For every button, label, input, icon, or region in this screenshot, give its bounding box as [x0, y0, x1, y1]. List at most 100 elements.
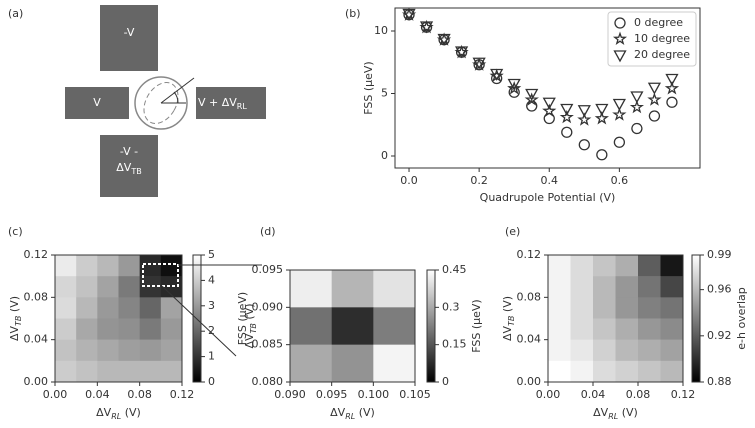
y-axis-label: ΔVTB (V) [243, 303, 258, 348]
heat-cell [548, 297, 571, 319]
heat-cell [615, 339, 639, 362]
heat-cell [97, 318, 119, 340]
label-part: ΔV [116, 161, 132, 174]
heat-cell [638, 297, 661, 319]
heat-cell [97, 360, 119, 383]
electrode [196, 87, 266, 119]
marker [542, 103, 557, 118]
colorbar-tick-label: 5 [208, 248, 215, 261]
plot-frame [54, 254, 183, 383]
heat-cell [97, 339, 119, 362]
heat-cell [290, 344, 332, 383]
heat-cell [615, 255, 639, 277]
heat-cell [638, 318, 661, 340]
heat-cell [139, 297, 162, 319]
x-tick-label: 0.095 [316, 388, 348, 401]
heat-cell [615, 297, 639, 319]
heat-cell [548, 255, 571, 277]
heat-cell [139, 255, 162, 277]
heat-cell [55, 276, 77, 298]
panel-label: (d) [260, 225, 276, 238]
x-tick-label: 0.6 [611, 174, 629, 187]
colorbar-tick-label: 4 [208, 273, 215, 286]
marker [508, 86, 520, 98]
colorbar-tick-label: 0.15 [442, 338, 467, 351]
colorbar [426, 269, 436, 383]
heat-cell [660, 360, 684, 383]
label-sub: RL [345, 412, 355, 421]
heat-cell [373, 307, 416, 345]
heat-cell [139, 276, 162, 298]
heat-cell [660, 297, 684, 319]
heat-cell [97, 255, 119, 277]
marker [490, 68, 504, 81]
x-tick-label: 0.105 [399, 388, 431, 401]
heat-cell [373, 270, 416, 308]
colorbar-tick-label: 0 [208, 375, 215, 388]
y-tick-label: 0.12 [517, 248, 542, 261]
x-tick-label: 0.4 [541, 174, 559, 187]
x-tick-label: 0.12 [170, 388, 195, 401]
heat-cell [76, 276, 98, 298]
marker [402, 8, 416, 21]
label-sub: RL [237, 102, 248, 111]
panel-label: (a) [8, 7, 23, 20]
marker [630, 91, 644, 104]
panel-label: (e) [505, 225, 520, 238]
marker [631, 122, 643, 135]
heat-cell [548, 360, 571, 383]
label-part: (V) [121, 406, 141, 419]
heat-cell [76, 318, 98, 340]
heat-cell [638, 255, 661, 277]
x-tick-label: 0.00 [536, 388, 561, 401]
heat-cell [570, 276, 594, 298]
heat-cell [548, 339, 571, 362]
heat-cell [118, 360, 140, 383]
heat-cell [97, 276, 119, 298]
legend-marker [614, 17, 626, 29]
y-tick-label: 10 [374, 24, 388, 37]
zoom-box [142, 263, 179, 287]
heat-cell [55, 255, 77, 277]
electrode-label: V + ΔVRL [198, 96, 247, 111]
electrode-label: -V [124, 26, 135, 39]
y-tick-label: 0.095 [252, 263, 284, 276]
colorbar-tick-label: 2 [208, 324, 215, 337]
y-tick-label: 0.08 [517, 290, 542, 303]
label-part: ΔV [330, 406, 346, 419]
legend-box [607, 11, 697, 67]
marker [507, 78, 521, 91]
marker [472, 57, 486, 70]
marker [612, 98, 626, 111]
x-tick-label: 0.090 [274, 388, 306, 401]
label-part: (V) [355, 406, 375, 419]
heat-cell [660, 339, 684, 362]
colorbar-tick-label: 0.88 [707, 375, 732, 388]
y-tick-label: 0.00 [24, 375, 49, 388]
heat-cell [638, 339, 661, 362]
marker [577, 112, 592, 126]
heat-cell [548, 276, 571, 298]
marker [595, 103, 609, 116]
y-tick-label: 0.00 [517, 375, 542, 388]
electrode-label: -V - [120, 145, 138, 158]
label-sub: TB [130, 167, 141, 176]
plot-frame [289, 269, 416, 383]
marker [665, 73, 679, 86]
angle-label: Θ [186, 88, 195, 101]
heat-cell [615, 318, 639, 340]
heat-cell [139, 360, 162, 383]
y-tick-label: 0.085 [252, 338, 284, 351]
heat-cell [331, 344, 374, 383]
colorbar-tick-label: 3 [208, 299, 215, 312]
heat-cell [593, 360, 616, 383]
marker [507, 81, 522, 95]
colorbar-label: FSS (μeV) [236, 292, 249, 345]
heat-cell [76, 339, 98, 362]
heat-cell [593, 255, 616, 277]
x-axis-label: Quadrupole Potential (V) [480, 191, 616, 204]
x-tick-label: 0.04 [85, 388, 110, 401]
label-sub: TB [14, 316, 23, 326]
heat-cell [331, 307, 374, 345]
marker [629, 99, 645, 114]
